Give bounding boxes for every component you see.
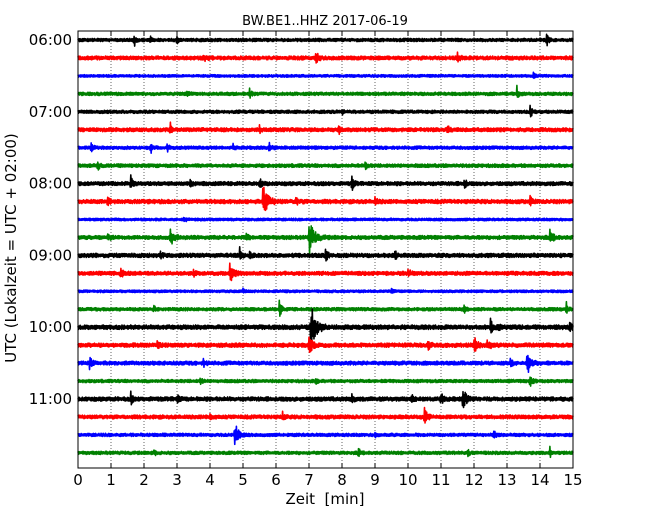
- y-tick-label-0: 06:00: [29, 31, 72, 49]
- x-tick-label-4: 4: [205, 471, 215, 489]
- x-tick-label-8: 8: [337, 471, 347, 489]
- trace-group: [77, 33, 574, 459]
- x-tick-label-13: 13: [497, 471, 516, 489]
- y-tick-label-5: 11:00: [29, 390, 72, 408]
- x-tick-label-12: 12: [464, 471, 483, 489]
- trace-0945: [77, 299, 574, 317]
- trace-0630: [77, 71, 574, 80]
- x-tick-label-7: 7: [304, 471, 314, 489]
- x-tick-label-11: 11: [431, 471, 450, 489]
- x-tick-label-15: 15: [563, 471, 582, 489]
- y-axis: 06:00 07:00 08:00 09:00 10:00 11:00: [29, 31, 573, 408]
- x-tick-label-1: 1: [106, 471, 116, 489]
- trace-0815: [77, 186, 574, 212]
- y-axis-label: UTC (Lokalzeit = UTC + 02:00): [2, 133, 20, 363]
- trace-1145: [77, 445, 574, 459]
- trace-1115: [77, 406, 574, 424]
- trace-0615: [77, 51, 574, 64]
- plot-frame: [77, 30, 574, 469]
- trace-1030: [77, 354, 574, 374]
- x-axis-label: Zeit [min]: [285, 490, 364, 508]
- trace-1000: [77, 308, 574, 348]
- trace-0730: [77, 141, 574, 154]
- trace-0900: [77, 245, 574, 262]
- trace-0845: [77, 225, 574, 256]
- y-tick-label-3: 09:00: [29, 246, 72, 264]
- grid-lines: [110, 31, 541, 468]
- trace-1130: [77, 425, 574, 446]
- trace-0915: [77, 262, 574, 282]
- trace-0700: [77, 104, 574, 118]
- trace-0830: [77, 216, 574, 223]
- trace-0645: [77, 84, 574, 99]
- trace-0715: [77, 121, 574, 136]
- x-tick-label-2: 2: [139, 471, 149, 489]
- x-tick-label-10: 10: [398, 471, 417, 489]
- trace-0600: [77, 33, 574, 47]
- trace-0800: [77, 174, 574, 191]
- trace-1015: [77, 336, 574, 353]
- x-axis: 0 1 2 3 4 5 6 7 8 9 10 11 12 13 14 15: [73, 31, 583, 489]
- y-tick-label-4: 10:00: [29, 318, 72, 336]
- x-tick-label-14: 14: [530, 471, 549, 489]
- trace-0930: [77, 287, 574, 294]
- x-tick-label-6: 6: [271, 471, 281, 489]
- trace-1045: [77, 376, 574, 387]
- x-tick-label-3: 3: [172, 471, 182, 489]
- y-tick-label-1: 07:00: [29, 103, 72, 121]
- x-tick-label-5: 5: [238, 471, 248, 489]
- chart-title: BW.BE1..HHZ 2017-06-19: [242, 14, 408, 29]
- x-tick-label-9: 9: [370, 471, 380, 489]
- trace-0745: [77, 161, 574, 171]
- y-tick-label-2: 08:00: [29, 175, 72, 193]
- trace-1100: [77, 390, 574, 409]
- x-tick-label-0: 0: [73, 471, 83, 489]
